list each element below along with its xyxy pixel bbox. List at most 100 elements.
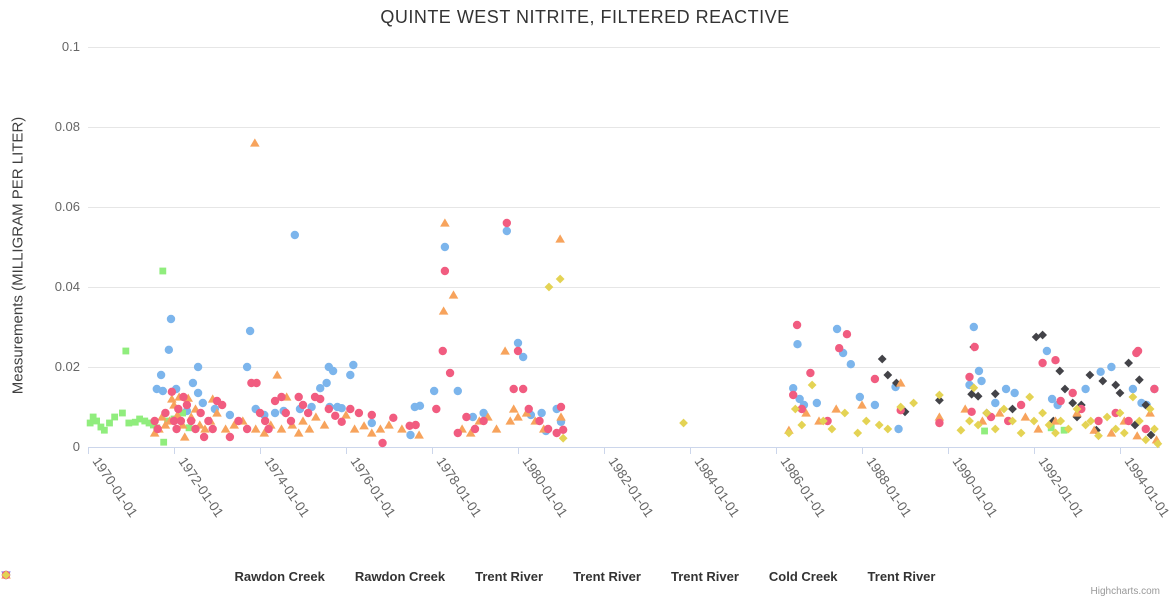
data-point[interactable]: [193, 388, 203, 398]
data-point[interactable]: [438, 346, 447, 356]
data-point[interactable]: [468, 412, 478, 422]
data-point[interactable]: [245, 326, 255, 336]
data-point[interactable]: [537, 408, 546, 418]
data-point[interactable]: [136, 415, 143, 423]
data-point[interactable]: [1115, 408, 1125, 418]
data-point[interactable]: [1038, 408, 1047, 418]
data-point[interactable]: [994, 408, 1005, 417]
data-point[interactable]: [1146, 430, 1156, 440]
data-point[interactable]: [784, 428, 794, 438]
data-point[interactable]: [367, 428, 377, 437]
data-point[interactable]: [119, 409, 126, 417]
data-point[interactable]: [174, 404, 183, 414]
data-point[interactable]: [187, 416, 196, 426]
data-point[interactable]: [877, 354, 887, 364]
data-point[interactable]: [935, 395, 944, 405]
data-point[interactable]: [831, 404, 841, 413]
data-point[interactable]: [883, 424, 893, 434]
data-point[interactable]: [1068, 388, 1077, 398]
data-point[interactable]: [141, 417, 149, 425]
data-point[interactable]: [1124, 416, 1133, 426]
data-point[interactable]: [789, 384, 798, 393]
data-point[interactable]: [157, 412, 167, 421]
data-point[interactable]: [172, 424, 181, 434]
data-point[interactable]: [111, 413, 119, 421]
data-point[interactable]: [990, 389, 1000, 399]
data-point[interactable]: [1096, 367, 1105, 376]
data-point[interactable]: [328, 366, 338, 376]
data-point[interactable]: [977, 376, 986, 386]
data-point[interactable]: [853, 428, 863, 438]
data-point[interactable]: [341, 410, 351, 419]
data-point[interactable]: [411, 420, 420, 430]
data-point[interactable]: [167, 387, 177, 396]
data-point[interactable]: [1094, 416, 1103, 426]
data-point[interactable]: [359, 421, 369, 430]
data-point[interactable]: [1031, 332, 1041, 342]
data-point[interactable]: [793, 340, 802, 349]
data-point[interactable]: [1056, 396, 1065, 406]
data-point[interactable]: [1106, 428, 1117, 437]
data-point[interactable]: [1029, 416, 1039, 426]
data-point[interactable]: [518, 352, 528, 362]
data-point[interactable]: [909, 398, 918, 408]
data-point[interactable]: [415, 401, 425, 410]
data-point[interactable]: [200, 424, 210, 433]
data-point[interactable]: [448, 290, 459, 299]
data-point[interactable]: [185, 424, 193, 432]
data-point[interactable]: [508, 404, 519, 413]
data-point[interactable]: [1072, 404, 1082, 414]
legend-item-4[interactable]: Trent River: [1, 569, 739, 584]
data-point[interactable]: [1025, 392, 1035, 402]
data-point[interactable]: [1060, 384, 1070, 394]
data-point[interactable]: [225, 410, 235, 420]
data-point[interactable]: [367, 410, 376, 420]
data-point[interactable]: [164, 345, 174, 354]
data-point[interactable]: [375, 424, 386, 433]
data-point[interactable]: [558, 433, 568, 443]
data-point[interactable]: [260, 416, 270, 426]
data-point[interactable]: [797, 404, 806, 414]
data-point[interactable]: [167, 394, 177, 403]
data-point[interactable]: [277, 392, 286, 402]
data-point[interactable]: [974, 366, 984, 376]
data-point[interactable]: [1119, 428, 1129, 438]
data-point[interactable]: [1016, 428, 1026, 438]
data-point[interactable]: [384, 420, 394, 429]
data-point[interactable]: [795, 394, 804, 404]
data-point[interactable]: [220, 424, 231, 433]
data-point[interactable]: [896, 402, 906, 412]
data-point[interactable]: [1016, 400, 1026, 410]
data-point[interactable]: [462, 412, 471, 422]
highcharts-credit[interactable]: Highcharts.com: [1090, 586, 1160, 597]
data-point[interactable]: [199, 432, 209, 442]
data-point[interactable]: [429, 386, 439, 396]
data-point[interactable]: [198, 398, 208, 408]
data-point[interactable]: [1044, 420, 1054, 430]
data-point[interactable]: [212, 408, 222, 417]
data-point[interactable]: [807, 380, 817, 390]
data-point[interactable]: [367, 418, 376, 428]
data-point[interactable]: [982, 408, 992, 418]
data-point[interactable]: [870, 374, 880, 384]
data-point[interactable]: [679, 418, 688, 428]
data-point[interactable]: [543, 424, 553, 434]
data-point[interactable]: [150, 416, 159, 426]
data-point[interactable]: [1115, 388, 1125, 398]
data-point[interactable]: [1001, 384, 1011, 394]
data-point[interactable]: [166, 314, 176, 324]
data-point[interactable]: [1094, 431, 1103, 441]
data-point[interactable]: [792, 320, 802, 330]
data-point[interactable]: [1124, 358, 1133, 368]
data-point[interactable]: [255, 408, 265, 418]
data-point[interactable]: [89, 413, 97, 421]
data-point[interactable]: [790, 404, 800, 414]
data-point[interactable]: [556, 402, 566, 412]
data-point[interactable]: [969, 383, 979, 393]
data-point[interactable]: [131, 418, 139, 426]
data-point[interactable]: [470, 424, 480, 434]
data-point[interactable]: [855, 392, 865, 402]
data-point[interactable]: [1133, 346, 1143, 356]
data-point[interactable]: [1008, 404, 1017, 414]
data-point[interactable]: [1145, 404, 1155, 414]
